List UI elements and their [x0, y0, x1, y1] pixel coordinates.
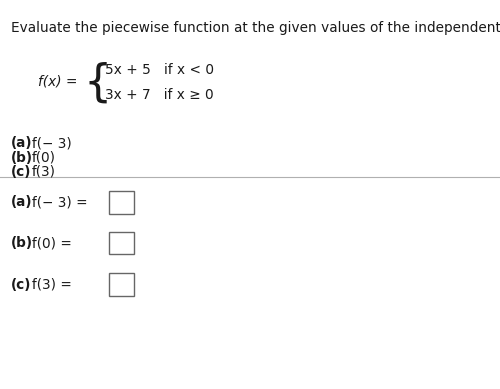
- Text: f(0): f(0): [32, 151, 56, 165]
- Text: f(0) =: f(0) =: [32, 236, 72, 250]
- Text: (c): (c): [11, 278, 32, 292]
- Text: 3x + 7   if x ≥ 0: 3x + 7 if x ≥ 0: [105, 88, 214, 102]
- Text: 5x + 5   if x < 0: 5x + 5 if x < 0: [105, 63, 214, 77]
- Text: f(− 3): f(− 3): [32, 136, 72, 150]
- Text: f(3): f(3): [32, 165, 56, 179]
- FancyBboxPatch shape: [109, 191, 134, 214]
- FancyBboxPatch shape: [109, 232, 134, 254]
- Text: f(− 3) =: f(− 3) =: [32, 195, 88, 209]
- FancyBboxPatch shape: [109, 273, 134, 296]
- Text: (a): (a): [11, 195, 32, 209]
- Text: f(x) =: f(x) =: [38, 75, 77, 89]
- Text: (a): (a): [11, 136, 32, 150]
- Text: {: {: [84, 61, 112, 104]
- Text: Evaluate the piecewise function at the given values of the independent variable.: Evaluate the piecewise function at the g…: [11, 21, 500, 35]
- Text: (c): (c): [11, 165, 32, 179]
- Text: (b): (b): [11, 236, 33, 250]
- Text: (b): (b): [11, 151, 33, 165]
- Text: f(3) =: f(3) =: [32, 278, 72, 292]
